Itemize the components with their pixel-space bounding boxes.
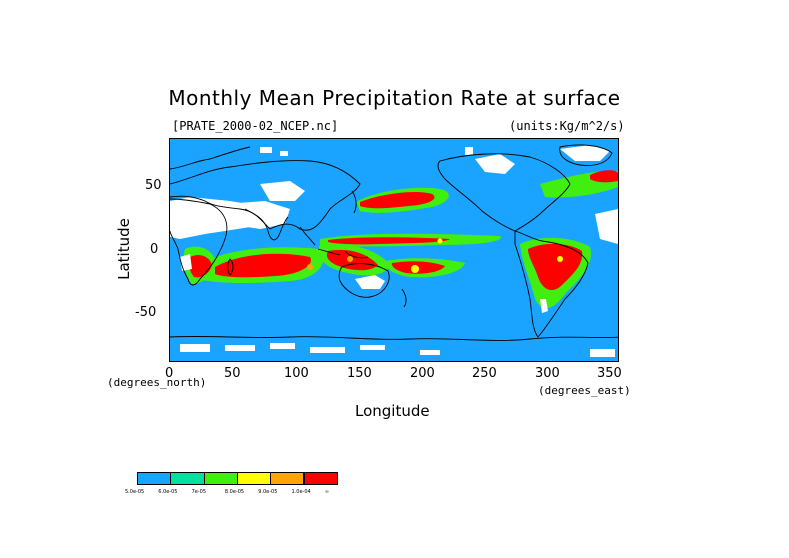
x-tick-label: 200 (410, 366, 435, 381)
no-data-antarctica-patch (360, 345, 385, 350)
legend-swatch (203, 472, 238, 485)
coastline-new-zealand (401, 288, 407, 308)
coastline-india (244, 208, 289, 241)
coastline-south-america (514, 230, 589, 338)
source-file-label: [PRATE_2000-02_NCEP.nc] (172, 119, 339, 133)
precip-region-north-pacific-core (360, 191, 435, 209)
coastline-southeast-asia (299, 226, 369, 259)
legend-label: 5.0e-05 (125, 489, 145, 495)
no-data-antarctica-patch (310, 347, 345, 353)
units-label: (units:Kg/m^2/s) (509, 119, 625, 133)
legend-swatch (137, 472, 172, 485)
precip-region-indian-ocean-core (215, 253, 311, 278)
precipitation-map (169, 138, 619, 362)
map-canvas (170, 144, 618, 357)
no-data-central-asia (260, 181, 305, 201)
y-axis-label: Latitude (115, 218, 133, 280)
legend-swatch (170, 472, 205, 485)
precip-region-north-atlantic-core (590, 170, 618, 183)
legend-label: 6.0e-05 (158, 489, 178, 495)
precip-spot (411, 265, 419, 273)
y-tick-label: 0 (150, 242, 159, 257)
no-data-antarctica-patch (420, 350, 440, 355)
y-tick-label: -50 (135, 305, 157, 320)
no-data-block (465, 147, 473, 155)
coastlines (170, 144, 618, 341)
no-data-south-america-west (540, 299, 548, 313)
precip-spot (347, 256, 353, 262)
coastline-greenland (559, 144, 613, 166)
x-unit-label: (degrees_east) (538, 384, 631, 397)
coastline-africa (170, 198, 228, 286)
x-axis-label: Longitude (355, 402, 430, 420)
legend-swatch (236, 472, 272, 485)
x-tick-label: 100 (284, 366, 309, 381)
x-tick-label: 350 (597, 366, 622, 381)
no-data-antarctica-patch (225, 345, 255, 351)
no-data-areas (170, 145, 618, 357)
precipitation-field (183, 170, 618, 309)
coastline-antarctica (170, 335, 618, 341)
coastline-eurasia (170, 160, 361, 231)
no-data-antarctica-patch (270, 343, 295, 349)
no-data-arabia (225, 201, 290, 229)
x-tick-label: 300 (535, 366, 560, 381)
legend-label: 7e-05 (191, 489, 207, 495)
coastline-australia (338, 263, 390, 298)
no-data-east-edge (595, 209, 618, 244)
y-tick-label: 50 (145, 178, 162, 193)
legend-label: 8.0e-05 (224, 489, 245, 495)
x-tick-label: 0 (165, 366, 174, 381)
no-data-antarctica-patch (180, 344, 210, 352)
precip-spot (307, 264, 313, 270)
no-data-greenland (560, 145, 610, 161)
legend-label: 9.0e-05 (258, 489, 278, 495)
precip-region-south-america-core (528, 243, 583, 291)
coastline-japan (351, 190, 357, 214)
coastline-north-america (437, 153, 571, 232)
map-title: Monthly Mean Precipitation Rate at surfa… (168, 86, 621, 110)
no-data-block (280, 151, 288, 156)
x-tick-label: 250 (472, 366, 497, 381)
no-data-antarctica-patch (590, 349, 615, 357)
legend-label: 1.0e-04 (291, 489, 311, 495)
precip-spot (557, 256, 563, 262)
no-data-australia (355, 275, 385, 289)
legend-swatch (270, 472, 305, 485)
no-data-southern-africa (180, 254, 192, 271)
coastline-europe (170, 146, 251, 170)
no-data-north-america (475, 154, 515, 174)
precip-region-itcz-core (328, 237, 450, 245)
coastline-madagascar (227, 258, 234, 276)
no-data-block (260, 147, 272, 153)
x-tick-label: 50 (224, 366, 241, 381)
precip-spot (437, 238, 443, 244)
legend-label: ∞ (324, 489, 329, 495)
legend-swatch (303, 472, 338, 485)
x-tick-label: 150 (347, 366, 372, 381)
y-unit-label: (degrees_north) (107, 376, 207, 389)
